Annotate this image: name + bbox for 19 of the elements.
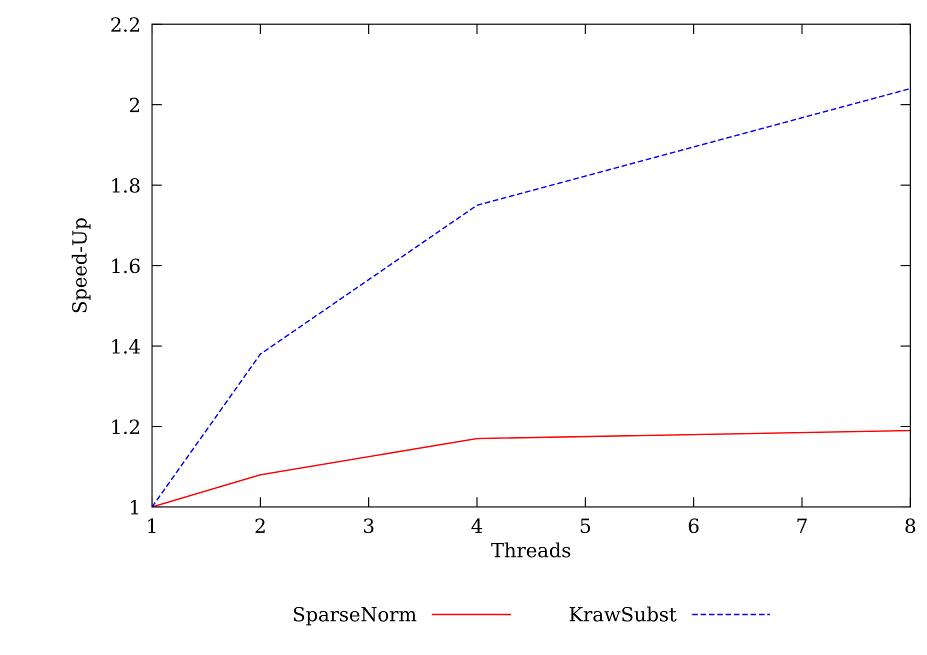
y-tick-label: 2 — [130, 98, 140, 112]
x-tick-label: 7 — [797, 518, 807, 533]
y-axis-title: Speed-Up — [72, 218, 91, 312]
legend-label: SparseNorm — [294, 606, 416, 626]
y-tick-label: 1.8 — [112, 178, 140, 193]
x-tick-label: 2 — [255, 518, 265, 533]
y-tick-label: 1.4 — [112, 339, 140, 354]
x-tick-label: 6 — [688, 518, 699, 534]
x-tick-label: 8 — [905, 518, 916, 534]
x-tick-label: 3 — [364, 518, 374, 534]
y-tick-label: 1 — [130, 500, 138, 514]
x-tick-label: 5 — [580, 518, 590, 534]
x-axis-title: Threads — [491, 542, 570, 558]
y-tick-label: 2.2 — [111, 17, 140, 32]
x-tick-label: 1 — [148, 518, 156, 533]
y-tick-label: 1.2 — [112, 419, 140, 434]
x-tick-label: 4 — [471, 518, 482, 533]
legend-label: KrawSubst — [570, 606, 677, 622]
y-tick-label: 1.6 — [112, 258, 140, 274]
